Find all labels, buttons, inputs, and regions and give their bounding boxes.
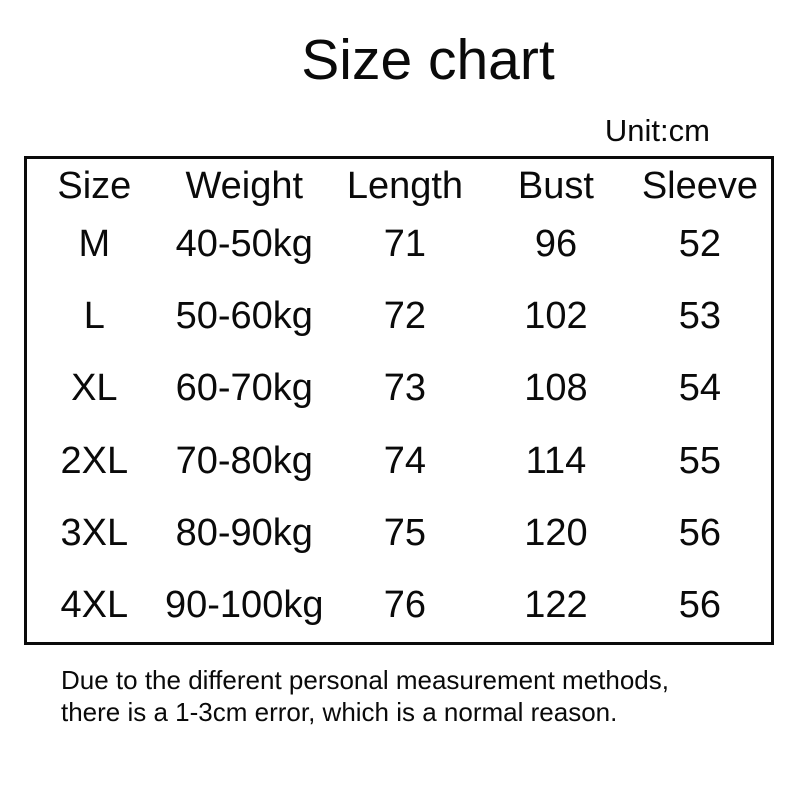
measurement-disclaimer: Due to the different personal measuremen… bbox=[61, 664, 669, 728]
table-cell: 72 bbox=[383, 294, 427, 337]
table-cell: 73 bbox=[383, 367, 427, 410]
disclaimer-line-2: there is a 1-3cm error, which is a norma… bbox=[61, 697, 618, 727]
table-cell: 71 bbox=[383, 222, 427, 265]
page-title: Size chart bbox=[301, 28, 555, 92]
table-cell: 52 bbox=[678, 222, 722, 265]
table-row: 2XL 70-80kg 74 114 55 bbox=[27, 425, 771, 497]
table-row: 4XL 90-100kg 76 122 56 bbox=[27, 570, 771, 642]
column-header: Sleeve bbox=[641, 165, 759, 207]
table-cell: 53 bbox=[678, 294, 722, 337]
table-row: M 40-50kg 71 96 52 bbox=[27, 208, 771, 280]
table-cell: L bbox=[83, 294, 105, 337]
size-table-body: M 40-50kg 71 96 52 L 50-60kg 72 102 53 XL 60-70kg 73… bbox=[27, 208, 771, 642]
table-cell: 40-50kg bbox=[175, 222, 313, 265]
table-cell: XL bbox=[71, 367, 118, 410]
table-cell: 55 bbox=[678, 439, 722, 482]
table-cell: 60-70kg bbox=[175, 367, 313, 410]
column-header: Size bbox=[57, 165, 132, 207]
table-cell: 2XL bbox=[60, 439, 129, 482]
table-cell: 90-100kg bbox=[165, 584, 324, 627]
size-table: Size Weight Length Bust Sleeve M 40-50kg 71 96 5… bbox=[27, 165, 771, 642]
table-cell: 114 bbox=[525, 439, 587, 482]
table-cell: 56 bbox=[678, 511, 722, 554]
column-header: Weight bbox=[185, 165, 304, 207]
size-table-border: Size Weight Length Bust Sleeve M 40-50kg 71 96 5… bbox=[24, 156, 774, 645]
disclaimer-line-1: Due to the different personal measuremen… bbox=[61, 665, 669, 695]
table-cell: 74 bbox=[383, 439, 427, 482]
unit-label: Unit:cm bbox=[604, 113, 710, 148]
table-cell: 122 bbox=[524, 584, 588, 627]
column-header: Length bbox=[346, 165, 464, 207]
table-cell: 102 bbox=[524, 294, 588, 337]
table-cell: 3XL bbox=[60, 511, 129, 554]
table-cell: 54 bbox=[678, 367, 722, 410]
table-cell: 76 bbox=[383, 584, 427, 627]
table-cell: 80-90kg bbox=[175, 511, 313, 554]
table-cell: 120 bbox=[524, 511, 588, 554]
table-cell: 108 bbox=[524, 367, 588, 410]
table-row: L 50-60kg 72 102 53 bbox=[27, 280, 771, 352]
table-cell: M bbox=[78, 222, 111, 265]
table-row: XL 60-70kg 73 108 54 bbox=[27, 353, 771, 425]
table-cell: 56 bbox=[678, 584, 722, 627]
column-header: Bust bbox=[517, 165, 594, 207]
table-cell: 70-80kg bbox=[175, 439, 313, 482]
table-cell: 75 bbox=[383, 511, 427, 554]
table-cell: 50-60kg bbox=[175, 294, 313, 337]
size-table-header-row: Size Weight Length Bust Sleeve bbox=[27, 165, 771, 208]
table-cell: 4XL bbox=[60, 584, 129, 627]
table-cell: 96 bbox=[534, 222, 578, 265]
table-row: 3XL 80-90kg 75 120 56 bbox=[27, 497, 771, 569]
